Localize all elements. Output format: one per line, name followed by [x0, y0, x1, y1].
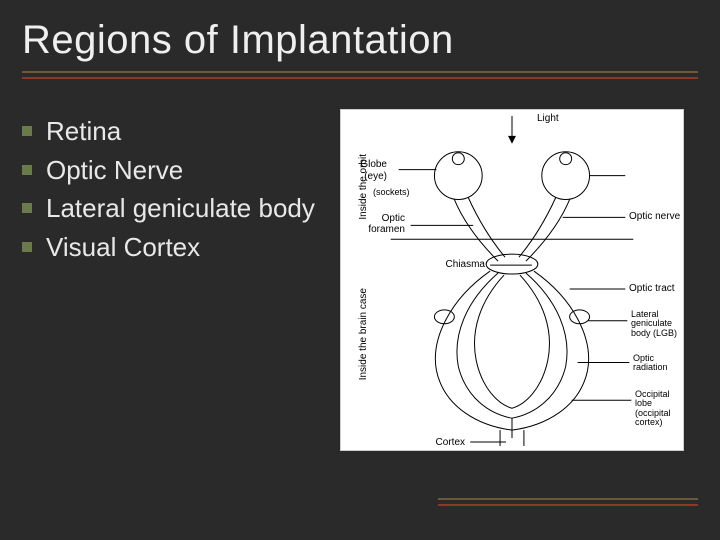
bullet-text: Lateral geniculate body	[46, 192, 315, 225]
label-eye: (eye)	[364, 172, 387, 183]
bullet-icon	[22, 203, 32, 213]
visual-pathway-diagram: Light Inside the orbit (sockets) Globe (…	[340, 109, 684, 451]
figure-container: Light Inside the orbit (sockets) Globe (…	[340, 109, 698, 451]
bullet-icon	[22, 242, 32, 252]
label-globe: Globe	[360, 160, 387, 171]
bullet-text: Retina	[46, 115, 121, 148]
label-optic-foramen: Optic foramen	[351, 214, 405, 235]
bullet-text: Visual Cortex	[46, 231, 200, 264]
bullet-item: Visual Cortex	[22, 231, 322, 264]
slide-content: Retina Optic Nerve Lateral geniculate bo…	[22, 109, 698, 451]
slide-title: Regions of Implantation	[22, 18, 698, 63]
bullet-text: Optic Nerve	[46, 154, 183, 187]
label-optic-nerve: Optic nerve	[629, 212, 680, 223]
bullet-list: Retina Optic Nerve Lateral geniculate bo…	[22, 109, 322, 269]
title-divider	[22, 71, 698, 85]
footer-divider	[0, 498, 720, 512]
label-chiasma: Chiasma	[446, 260, 485, 271]
label-light: Light	[537, 114, 559, 125]
label-cortex: Cortex	[436, 438, 465, 449]
bullet-icon	[22, 126, 32, 136]
bullet-item: Optic Nerve	[22, 154, 322, 187]
label-lgb: Lateral geniculate body (LGB)	[631, 310, 687, 338]
label-inside-brain: Inside the brain case	[359, 288, 370, 380]
bullet-icon	[22, 165, 32, 175]
label-occipital: Occipital lobe (occipital cortex)	[635, 390, 687, 428]
diagram-svg	[341, 110, 683, 450]
label-optic-radiation: Optic radiation	[633, 354, 683, 373]
bullet-item: Retina	[22, 115, 322, 148]
label-optic-tract: Optic tract	[629, 284, 675, 295]
label-sockets: (sockets)	[373, 188, 410, 197]
bullet-item: Lateral geniculate body	[22, 192, 322, 225]
slide: Regions of Implantation Retina Optic Ner…	[0, 0, 720, 540]
